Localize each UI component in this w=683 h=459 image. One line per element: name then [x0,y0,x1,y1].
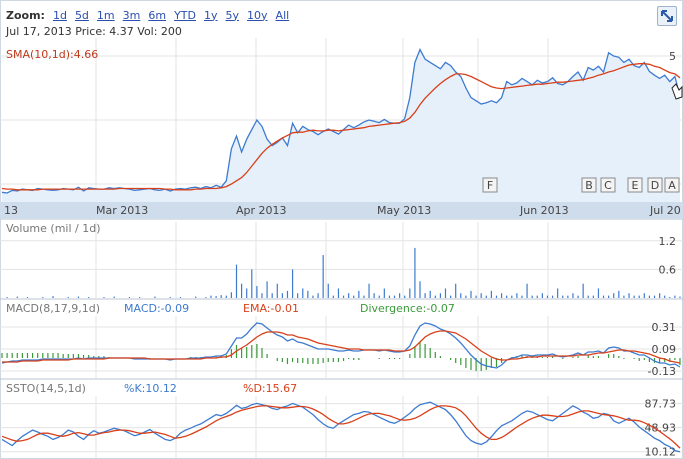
event-flag-box-C [600,177,616,193]
event-flag-text-E: E [632,179,639,192]
ssto-y-tick-0: 87.73 [645,398,677,411]
zoom-toolbar: Zoom: 1d 5d 1m 3m 6m YTD 1y 5y 10y All [6,8,289,22]
zoom-5y[interactable]: 5y [225,8,240,22]
vol-y-tick-1: 1.2 [659,235,677,248]
x-label-5: Jul 20 [649,204,681,217]
macd-legend-ema: EMA:-0.01 [243,302,299,315]
event-flag-text-D: D [651,179,659,192]
event-flag-box-F [482,177,498,193]
zoom-ytd[interactable]: YTD [174,8,196,22]
macd-line [1,322,681,369]
ssto-k-line [1,401,681,453]
volume-label: Volume (mil / 1d) [6,222,101,235]
x-label-0: 13 [4,204,18,217]
event-flag-D[interactable]: D [647,177,663,193]
event-flag-B[interactable]: B [581,177,597,193]
zoom-1y[interactable]: 1y [204,8,218,22]
zoom-1m[interactable]: 1m [96,8,115,22]
zoom-10y[interactable]: 10y [247,8,268,22]
event-flag-F[interactable]: F [482,177,498,193]
ssto-label: SSTO(14,5,1d) [6,382,86,395]
x-label-2: Apr 2013 [236,204,287,217]
event-flag-box-B [581,177,597,193]
hand-cursor-icon [671,83,683,100]
expand-icon [661,10,673,22]
macd-legend-divergence: Divergence:-0.07 [360,302,455,315]
price-y-tick-2: 5 [669,50,676,63]
time-axis-band [0,202,683,219]
event-flag-C[interactable]: C [600,177,616,193]
ssto-legend-k: %K:10.12 [124,382,177,395]
event-flag-box-D [647,177,663,193]
ema-line [2,330,681,364]
ssto-legend-d: %D:15.67 [243,382,298,395]
macd-legend-macd: MACD:-0.09 [124,302,190,315]
event-flag-text-F: F [487,179,493,192]
macd-y-tick-0: 0.31 [652,321,677,334]
vol-y-tick-0: 0.6 [659,263,677,276]
ssto-y-tick-2: 10.12 [645,446,677,459]
x-label-1: Mar 2013 [96,204,148,217]
ssto-d-line [1,405,681,449]
event-flag-box-E [627,177,643,193]
zoom-3m[interactable]: 3m [122,8,141,22]
macd-y-tick-2: -0.13 [648,365,676,378]
macd-y-tick-1: 0.09 [652,343,677,356]
macd-label: MACD(8,17,9,1d) [6,302,101,315]
event-flag-A[interactable]: A [664,177,680,193]
event-flag-box-A [664,177,680,193]
event-flag-text-B: B [585,179,593,192]
event-flag-text-A: A [668,179,676,192]
x-label-3: May 2013 [377,204,431,217]
zoom-all[interactable]: All [275,8,290,22]
fullscreen-button[interactable] [657,6,677,26]
ssto-y-tick-1: 48.93 [645,422,677,435]
zoom-6m[interactable]: 6m [148,8,167,22]
sma-line [1,63,681,191]
zoom-label: Zoom: [6,8,45,22]
sma-label: SMA(10,1d):4.66 [6,48,99,61]
zoom-1d[interactable]: 1d [52,8,67,22]
event-flag-E[interactable]: E [627,177,643,193]
price-info-line: Jul 17, 2013 Price: 4.37 Vol: 200 [6,25,182,38]
zoom-5d[interactable]: 5d [74,8,89,22]
x-label-4: Jun 2013 [519,204,569,217]
event-flag-text-C: C [604,179,612,192]
